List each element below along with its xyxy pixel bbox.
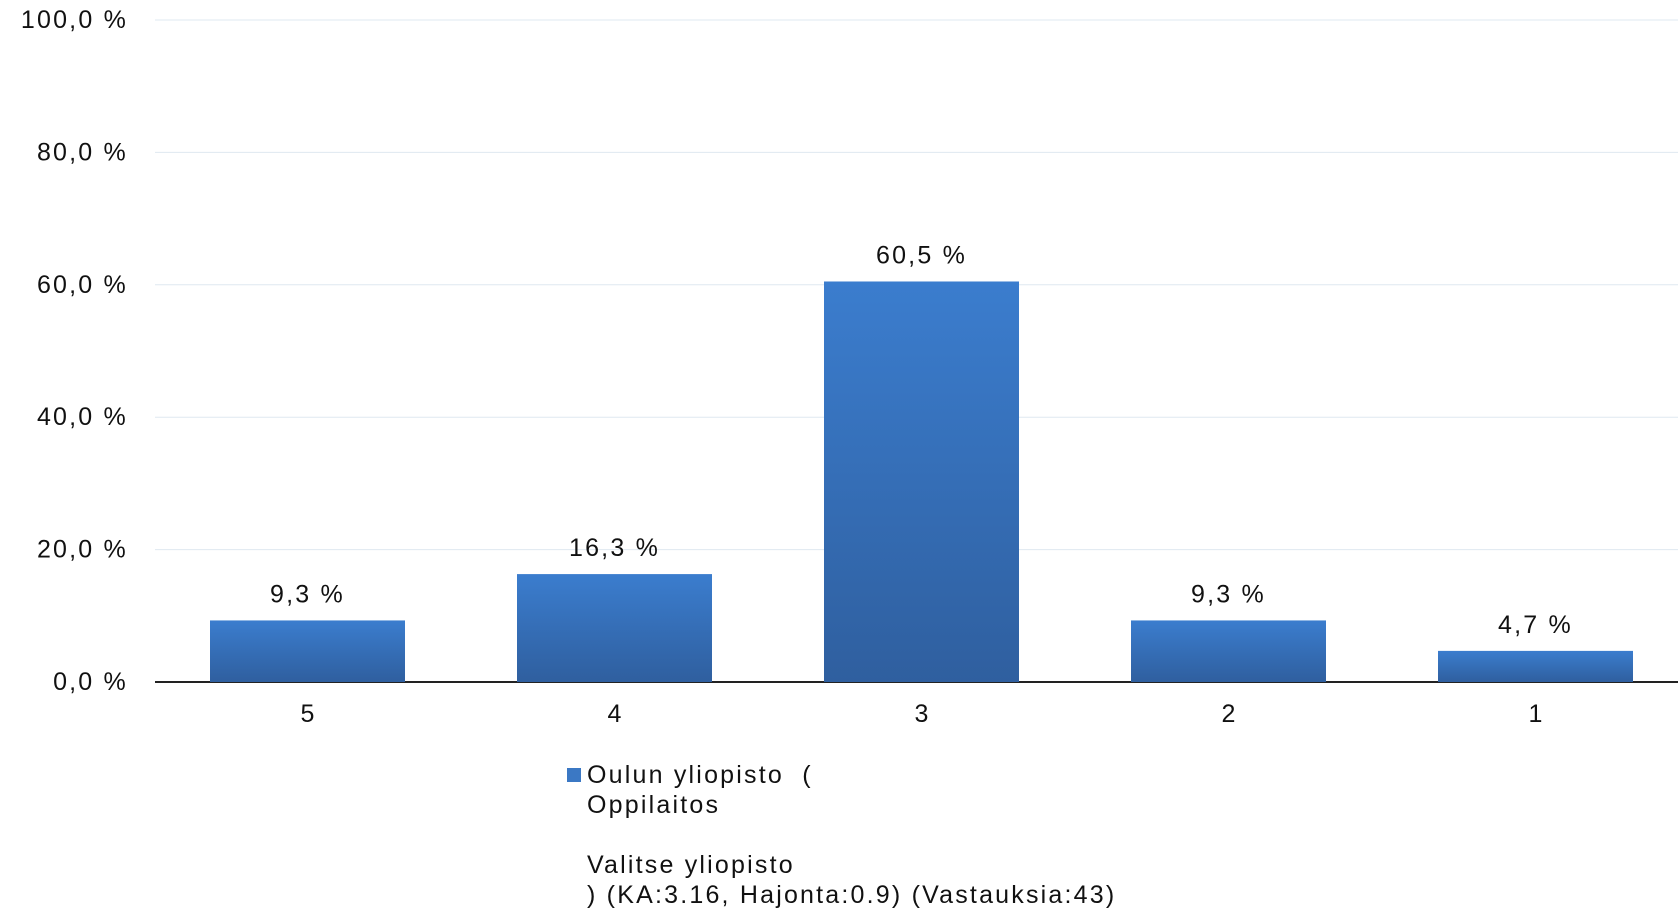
bar	[1438, 650, 1633, 682]
y-tick-label: 20,0 %	[37, 536, 128, 564]
bar-value-label: 9,3 %	[270, 580, 345, 608]
legend-swatch	[567, 768, 581, 782]
y-tick-label: 80,0 %	[37, 138, 128, 166]
x-tick-label: 3	[915, 700, 929, 728]
bar-value-label: 16,3 %	[569, 534, 660, 562]
bar	[210, 620, 405, 682]
bar	[824, 281, 1019, 682]
x-tick-label: 2	[1222, 700, 1236, 728]
y-tick-label: 0,0 %	[53, 668, 128, 696]
bar-value-label: 9,3 %	[1191, 580, 1266, 608]
bar	[1131, 620, 1326, 682]
y-tick-label: 100,0 %	[21, 6, 128, 34]
x-tick-label: 4	[608, 700, 622, 728]
y-tick-label: 60,0 %	[37, 271, 128, 299]
bar-value-label: 60,5 %	[876, 241, 967, 269]
x-tick-label: 1	[1529, 700, 1543, 728]
y-tick-label: 40,0 %	[37, 403, 128, 431]
bar-value-label: 4,7 %	[1498, 611, 1573, 639]
legend-series-label: Oulun yliopisto ( Oppilaitos Valitse yli…	[587, 761, 1117, 909]
chart-legend: Oulun yliopisto ( Oppilaitos Valitse yli…	[567, 760, 1116, 910]
x-tick-label: 5	[301, 700, 315, 728]
bar	[517, 574, 712, 682]
